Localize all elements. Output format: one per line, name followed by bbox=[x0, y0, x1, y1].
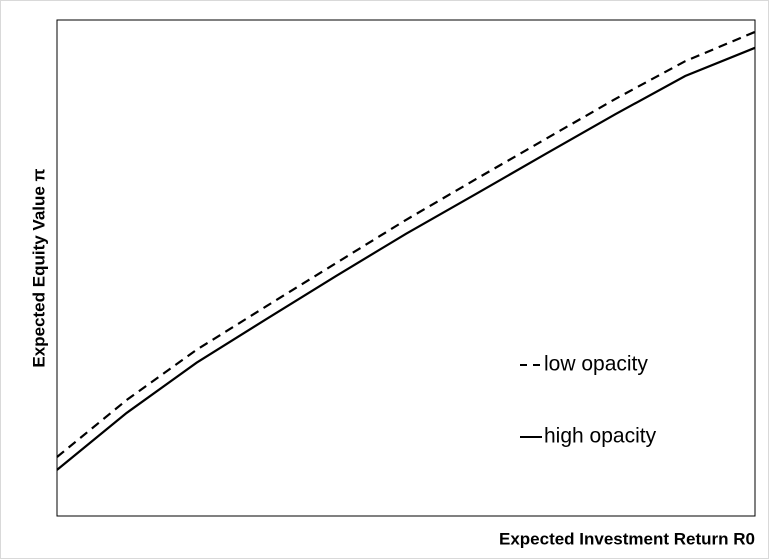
line-series bbox=[56, 46, 756, 471]
line-series bbox=[56, 30, 756, 458]
y-axis-title: Expected Equity Value π bbox=[29, 168, 48, 367]
plot-frame bbox=[56, 19, 756, 517]
legend-label: high opacity bbox=[544, 425, 657, 448]
x-axis-title: Expected Investment Return R0 bbox=[499, 529, 755, 548]
legend-label: low opacity bbox=[544, 353, 648, 376]
